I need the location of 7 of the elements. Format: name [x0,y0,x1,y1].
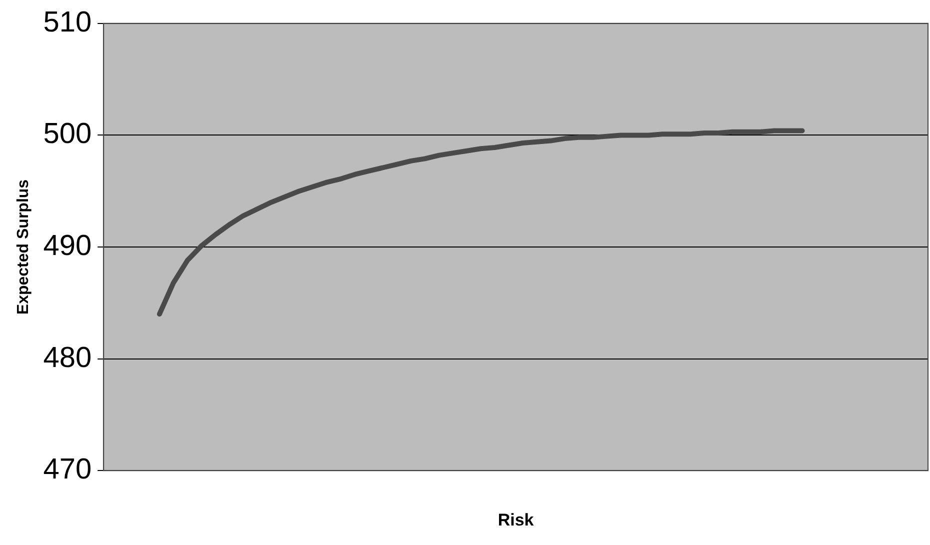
y-axis-title: Expected Surplus [15,179,32,315]
y-tick-label: 480 [43,342,92,374]
y-tick-label: 500 [43,118,92,150]
y-tick-label: 470 [43,454,92,486]
y-tick-label: 490 [43,230,92,262]
x-axis-title: Risk [498,510,534,530]
y-tick-label: 510 [43,6,92,38]
